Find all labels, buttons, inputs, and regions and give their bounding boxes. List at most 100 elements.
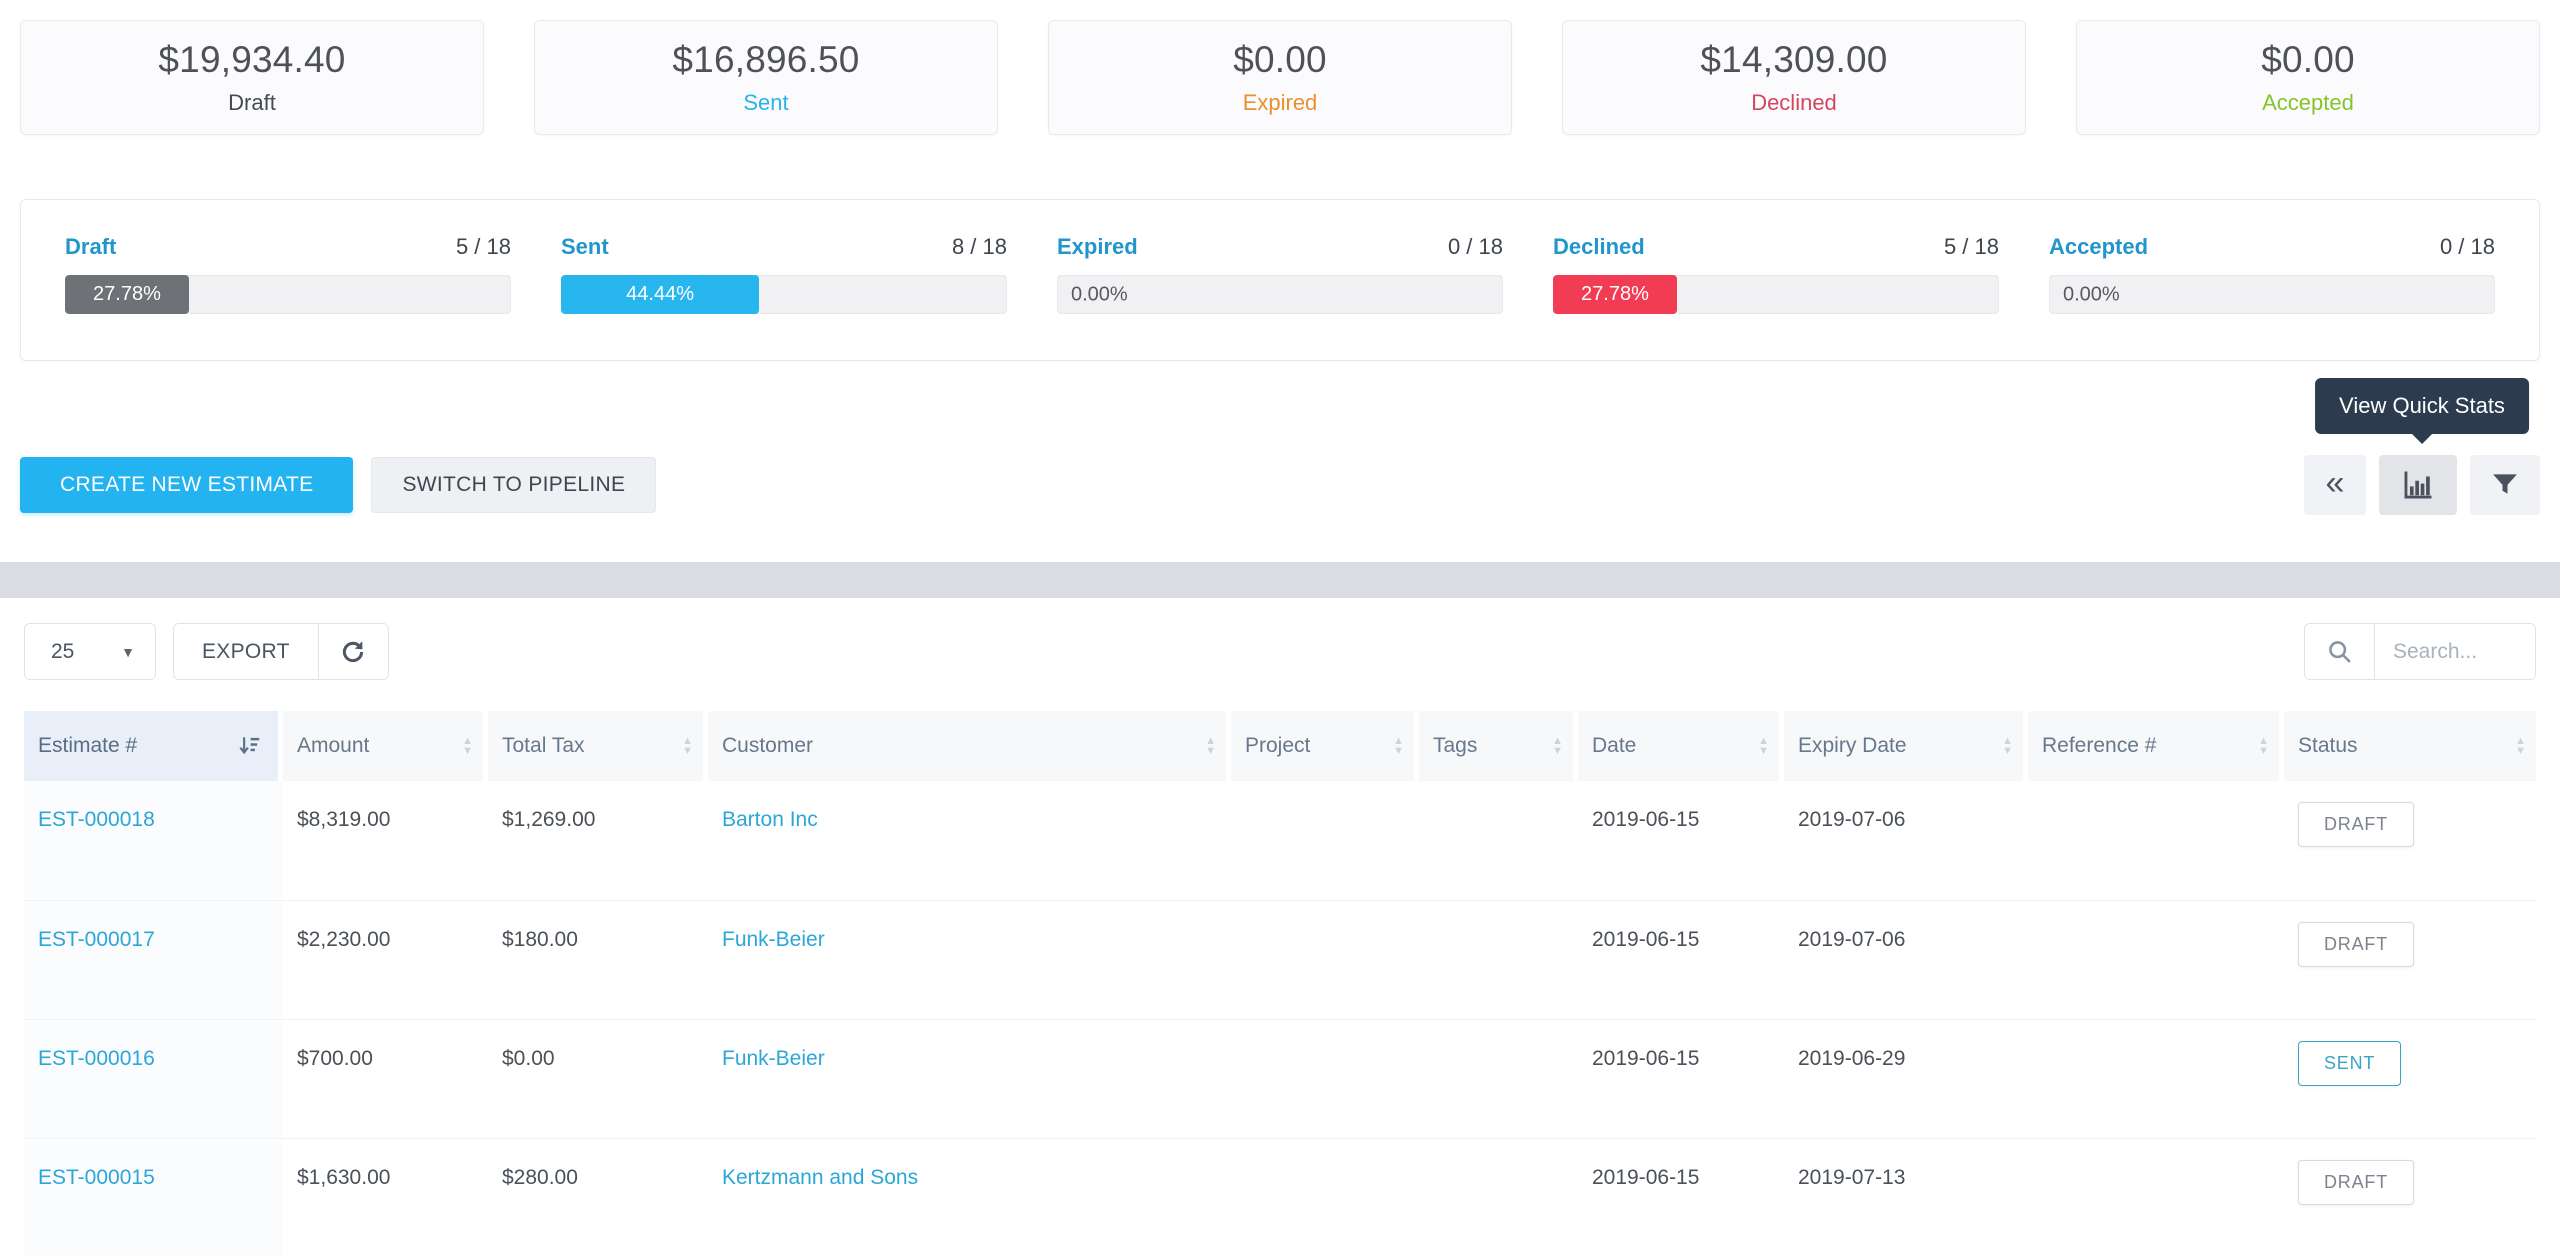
estimate-link[interactable]: EST-000017 xyxy=(38,928,155,951)
estimates-table-section: 25 ▼ EXPORT xyxy=(0,598,2560,1257)
summary-card-amount: $16,896.50 xyxy=(672,39,860,80)
estimate-link[interactable]: EST-000016 xyxy=(38,1047,155,1070)
refresh-button[interactable] xyxy=(317,624,388,679)
column-header-expiry-date[interactable]: Expiry Date ▲ ▼ xyxy=(1784,711,2028,781)
cell-amount: $1,630.00 xyxy=(283,1138,488,1257)
status-filter-link-draft[interactable]: Draft xyxy=(65,234,117,259)
double-left-angle-icon: « xyxy=(2325,464,2345,502)
progress-bar: 44.44% 44.44% xyxy=(561,275,1007,314)
sort-icon: ▲ ▼ xyxy=(1205,735,1216,757)
summary-card-draft: $19,934.40 Draft xyxy=(20,20,484,135)
cell-project xyxy=(1231,1019,1419,1138)
cell-estimate: EST-000015 xyxy=(24,1138,283,1257)
filter-icon xyxy=(2493,474,2517,494)
cell-date: 2019-06-15 xyxy=(1578,1019,1784,1138)
page-size-select[interactable]: 25 ▼ xyxy=(24,623,156,680)
collapse-stats-button[interactable]: « xyxy=(2304,455,2366,515)
status-progress-panel: Draft 5 / 18 27.78% 27.78% Sent 8 / 18 4… xyxy=(20,199,2540,361)
sort-icon: ▲ ▼ xyxy=(2002,735,2013,757)
column-header-amount[interactable]: Amount ▲ ▼ xyxy=(283,711,488,781)
chevron-down-icon: ▼ xyxy=(121,643,135,660)
summary-card-sent: $16,896.50 Sent xyxy=(534,20,998,135)
cell-project xyxy=(1231,781,1419,900)
column-header-project[interactable]: Project ▲ ▼ xyxy=(1231,711,1419,781)
export-button[interactable]: EXPORT xyxy=(174,624,318,679)
progress-stat-draft: Draft 5 / 18 27.78% 27.78% xyxy=(65,234,511,314)
quick-stats-button[interactable] xyxy=(2379,455,2457,515)
search-icon-segment xyxy=(2305,624,2375,679)
progress-bar: 27.78% 27.78% xyxy=(65,275,511,314)
column-header-status[interactable]: Status ▲ ▼ xyxy=(2284,711,2536,781)
summary-card-declined: $14,309.00 Declined xyxy=(1562,20,2026,135)
column-header-reference[interactable]: Reference # ▲ ▼ xyxy=(2028,711,2284,781)
column-header-customer[interactable]: Customer ▲ ▼ xyxy=(708,711,1231,781)
cell-status: DRAFT xyxy=(2284,900,2536,1019)
summary-cards-row: $19,934.40 Draft $16,896.50 Sent $0.00 E… xyxy=(20,20,2540,135)
estimate-link[interactable]: EST-000015 xyxy=(38,1166,155,1189)
export-group: EXPORT xyxy=(173,623,389,680)
cell-date: 2019-06-15 xyxy=(1592,808,1700,831)
tooltip-view-quick-stats: View Quick Stats xyxy=(2315,378,2529,444)
progress-fill: 27.78% xyxy=(65,275,189,314)
cell-expiry-date: 2019-06-29 xyxy=(1784,1019,2028,1138)
customer-link[interactable]: Barton Inc xyxy=(722,808,818,831)
filter-button[interactable] xyxy=(2470,455,2540,515)
progress-stat-expired: Expired 0 / 18 0.00% 0.00% xyxy=(1057,234,1503,314)
status-filter-link-accepted[interactable]: Accepted xyxy=(2049,234,2149,259)
summary-card-accepted: $0.00 Accepted xyxy=(2076,20,2540,135)
column-header-total-tax[interactable]: Total Tax ▲ ▼ xyxy=(488,711,708,781)
tooltip-arrow xyxy=(2411,434,2432,454)
customer-link[interactable]: Kertzmann and Sons xyxy=(722,1166,919,1189)
cell-expiry-date: 2019-07-13 xyxy=(1784,1138,2028,1257)
search-input[interactable] xyxy=(2375,624,2535,679)
cell-estimate: EST-000016 xyxy=(24,1019,283,1138)
status-count: 5 / 18 xyxy=(455,234,511,259)
cell-project xyxy=(1231,900,1419,1019)
table-row: EST-000016 $700.00 $0.00 Funk-Beier 2019… xyxy=(24,1019,2536,1138)
cell-tags xyxy=(1419,900,1578,1019)
refresh-icon xyxy=(343,640,364,662)
stats-overview-section: $19,934.40 Draft $16,896.50 Sent $0.00 E… xyxy=(0,0,2560,515)
status-filter-link-declined[interactable]: Declined xyxy=(1553,234,1645,259)
view-toggle-group: View Quick Stats « xyxy=(2304,378,2540,515)
column-header-date[interactable]: Date ▲ ▼ xyxy=(1578,711,1784,781)
search-icon xyxy=(2328,640,2351,663)
column-header-estimate[interactable]: Estimate # xyxy=(24,711,283,781)
create-new-estimate-button[interactable]: CREATE NEW ESTIMATE xyxy=(20,457,354,513)
status-badge: DRAFT xyxy=(2298,1160,2414,1205)
customer-link[interactable]: Funk-Beier xyxy=(722,928,825,951)
cell-total-tax: $180.00 xyxy=(488,900,708,1019)
cell-reference xyxy=(2028,781,2284,900)
summary-card-expired: $0.00 Expired xyxy=(1048,20,1512,135)
column-label: Estimate # xyxy=(38,734,138,757)
sort-desc-icon xyxy=(239,737,260,755)
status-badge: DRAFT xyxy=(2298,802,2414,847)
estimates-table: Estimate # Amount ▲ ▼ Total Tax ▲ ▼ Customer… xyxy=(24,711,2536,1257)
cell-amount: $700.00 xyxy=(283,1019,488,1138)
progress-bar: 0.00% 0.00% xyxy=(1057,275,1503,314)
sort-icon: ▲ ▼ xyxy=(1758,735,1769,757)
column-label: Total Tax xyxy=(502,734,585,757)
cell-total-tax: $280.00 xyxy=(488,1138,708,1257)
table-row: EST-000017 $2,230.00 $180.00 Funk-Beier … xyxy=(24,900,2536,1019)
status-count: 8 / 18 xyxy=(951,234,1007,259)
cell-status: SENT xyxy=(2284,1019,2536,1138)
sort-icon: ▲ ▼ xyxy=(1393,735,1404,757)
column-label: Amount xyxy=(297,734,370,757)
column-label: Date xyxy=(1592,734,1637,757)
customer-link[interactable]: Funk-Beier xyxy=(722,1047,825,1070)
page-size-value: 25 xyxy=(51,639,75,663)
cell-reference xyxy=(2028,1019,2284,1138)
bar-chart-icon xyxy=(2404,471,2432,499)
cell-customer: Barton Inc xyxy=(708,781,1231,900)
column-header-tags[interactable]: Tags ▲ ▼ xyxy=(1419,711,1578,781)
status-count: 0 / 18 xyxy=(1447,234,1503,259)
summary-card-label: Declined xyxy=(1751,90,1837,115)
column-label: Reference # xyxy=(2042,734,2157,757)
status-filter-link-sent[interactable]: Sent xyxy=(561,234,609,259)
status-filter-link-expired[interactable]: Expired xyxy=(1057,234,1138,259)
estimate-link[interactable]: EST-000018 xyxy=(38,808,155,831)
switch-to-pipeline-button[interactable]: SWITCH TO PIPELINE xyxy=(371,457,657,513)
sort-icon: ▲ ▼ xyxy=(2515,735,2526,757)
progress-bar: 0.00% 0.00% xyxy=(2049,275,2495,314)
